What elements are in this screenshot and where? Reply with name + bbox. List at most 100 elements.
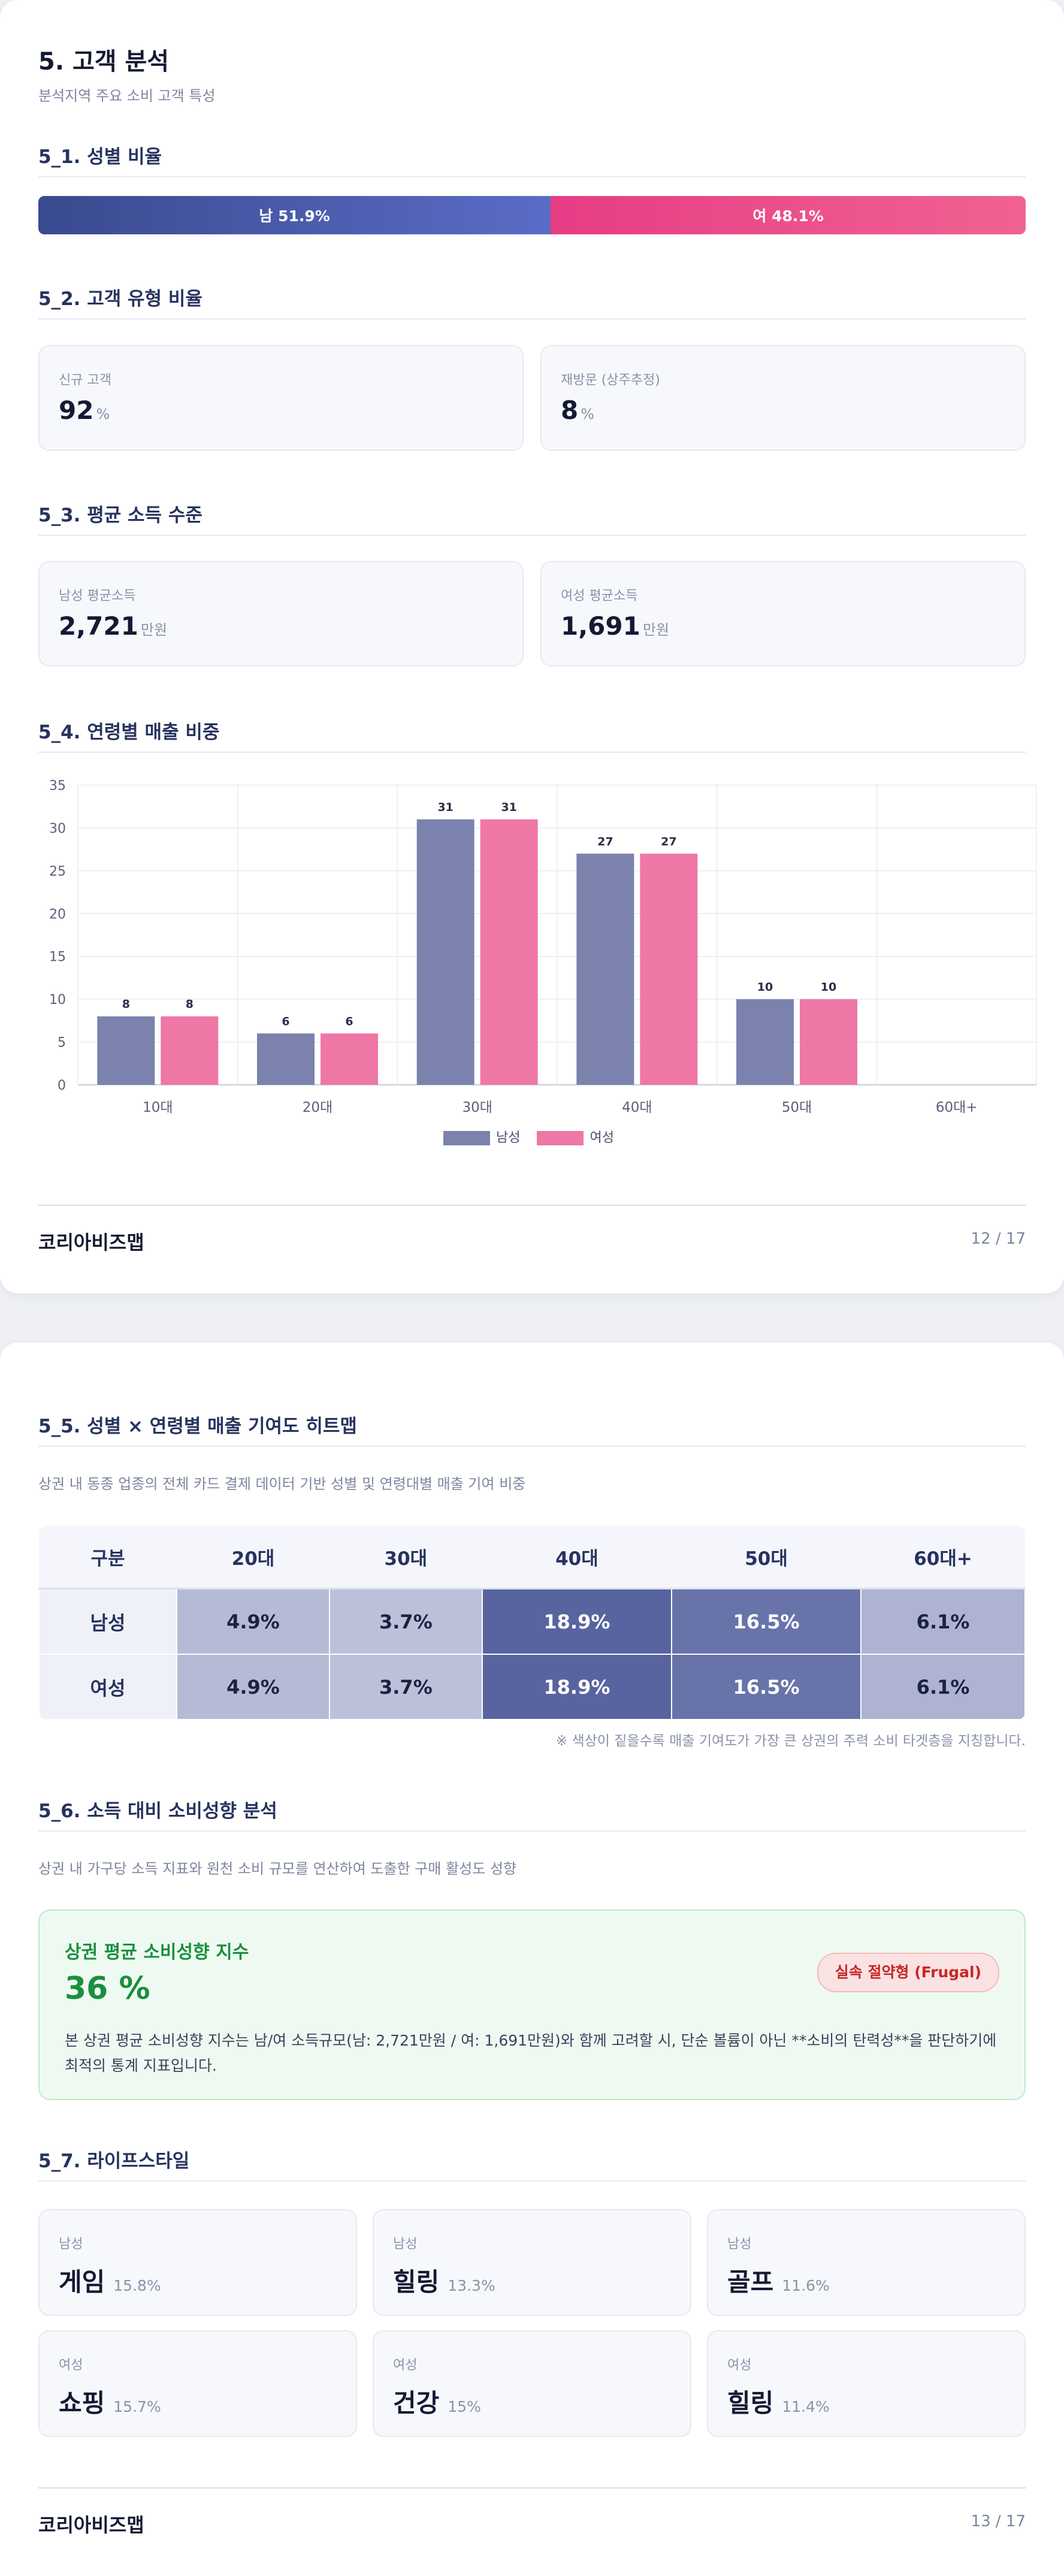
section-heading-income: 5_3. 평균 소득 수준 xyxy=(38,500,1026,536)
data-label: 6 xyxy=(345,1015,353,1028)
gender-bar-female: 여 48.1% xyxy=(551,196,1026,234)
lifestyle-gender: 여성 xyxy=(393,2358,418,2373)
propensity-badge: 실속 절약형 (Frugal) xyxy=(817,1953,999,1992)
heatmap-col-header: 20대 xyxy=(177,1525,330,1589)
heatmap-header-row: 구분 20대 30대 40대 50대 60대+ xyxy=(39,1525,1025,1589)
heatmap-cell: 4.9% xyxy=(176,1654,330,1720)
heatmap-note: ※ 색상이 짙을수록 매출 기여도가 가장 큰 상권의 주력 소비 타겟층을 지… xyxy=(555,1733,1026,1749)
section-title: 5_1. 성별 비율 xyxy=(38,146,162,168)
data-label: 6 xyxy=(282,1015,289,1028)
lifestyle-name: 힐링 xyxy=(393,2267,440,2297)
section-title: 5_3. 평균 소득 수준 xyxy=(38,505,202,526)
y-tick-label: 25 xyxy=(49,864,66,879)
lifestyle-pct: 11.4% xyxy=(782,2398,830,2415)
propensity-value: 36 % xyxy=(65,1971,150,2007)
lifestyle-pct: 15% xyxy=(448,2398,481,2415)
chart-legend: 남성 여성 xyxy=(443,1127,614,1146)
x-tick-label: 40대 xyxy=(622,1100,652,1115)
card-value: 8% xyxy=(561,396,595,425)
data-label: 10 xyxy=(821,981,836,994)
lifestyle-gender: 남성 xyxy=(727,2237,752,2252)
lifestyle-card: 여성 건강 15% xyxy=(373,2330,691,2437)
card-label: 남성 평균소득 xyxy=(59,589,136,604)
y-tick-label: 15 xyxy=(49,950,66,965)
y-tick-label: 10 xyxy=(49,993,66,1008)
card-female-income: 여성 평균소득 1,691 만원 xyxy=(540,561,1026,666)
bar-female xyxy=(321,1033,378,1085)
lifestyle-pct: 13.3% xyxy=(448,2277,495,2294)
lifestyle-name: 골프 xyxy=(727,2267,774,2297)
heatmap-col-header: 30대 xyxy=(329,1525,482,1589)
heatmap-cell: 16.5% xyxy=(670,1654,862,1720)
section-title: 5_2. 고객 유형 비율 xyxy=(38,288,202,310)
lifestyle-card: 남성 힐링 13.3% xyxy=(373,2209,691,2316)
section-title: 5_7. 라이프스타일 xyxy=(38,2150,190,2172)
heatmap-cell: 18.9% xyxy=(481,1654,672,1720)
section-heading-propensity: 5_6. 소득 대비 소비성향 분석 xyxy=(38,1796,1026,1832)
data-label: 8 xyxy=(122,998,130,1011)
data-label: 8 xyxy=(186,998,194,1011)
section-title: 5_4. 연령별 매출 비중 xyxy=(38,722,220,743)
x-tick-label: 60대+ xyxy=(936,1100,978,1115)
heatmap-cell: 3.7% xyxy=(328,1588,483,1655)
x-tick-label: 30대 xyxy=(462,1100,492,1115)
heatmap-cell: 3.7% xyxy=(328,1654,483,1720)
card-new-customer: 신규 고객 92% xyxy=(38,345,524,451)
lifestyle-pct: 15.7% xyxy=(113,2398,161,2415)
heatmap-cell: 16.5% xyxy=(670,1588,862,1655)
lifestyle-card: 남성 골프 11.6% xyxy=(707,2209,1026,2316)
page-number: 13 / 17 xyxy=(971,2512,1026,2530)
lifestyle-gender: 여성 xyxy=(727,2358,752,2373)
bar-female xyxy=(800,999,857,1085)
footer-divider xyxy=(38,2487,1026,2488)
card-revisit: 재방문 (상주추정) 8% xyxy=(540,345,1026,451)
card-male-income: 남성 평균소득 2,721 만원 xyxy=(38,561,524,666)
lifestyle-card: 여성 쇼핑 15.7% xyxy=(38,2330,357,2437)
data-label: 27 xyxy=(597,835,613,848)
page-number: 12 / 17 xyxy=(971,1230,1026,1248)
heatmap-cell: 6.1% xyxy=(860,1654,1026,1720)
heatmap-row-header: 여성 xyxy=(38,1654,177,1720)
section-heading-gender: 5_1. 성별 비율 xyxy=(38,141,1026,177)
propensity-title: 상권 평균 소비성향 지수 xyxy=(65,1942,249,1963)
footer-divider xyxy=(38,1205,1026,1206)
lifestyle-card: 남성 게임 15.8% xyxy=(38,2209,357,2316)
report-page-12: 5. 고객 분석 분석지역 주요 소비 고객 특성 5_1. 성별 비율 남 5… xyxy=(0,0,1064,1293)
footer-brand: 코리아비즈맵 xyxy=(38,2514,144,2536)
bar-male xyxy=(97,1016,155,1085)
legend-item-female: 여성 xyxy=(537,1127,614,1146)
heatmap-cell: 18.9% xyxy=(481,1588,672,1655)
data-label: 27 xyxy=(661,835,676,848)
lifestyle-gender: 여성 xyxy=(59,2358,83,2373)
data-label: 31 xyxy=(501,801,516,814)
heatmap-cell: 4.9% xyxy=(176,1588,330,1655)
card-label: 재방문 (상주추정) xyxy=(561,373,660,388)
propensity-card: 상권 평균 소비성향 지수 36 % 실속 절약형 (Frugal) 본 상권 … xyxy=(38,1910,1026,2100)
gender-age-heatmap: 구분 20대 30대 40대 50대 60대+ 남성 4.9% 3.7% 18.… xyxy=(38,1525,1026,1720)
card-value: 92% xyxy=(59,396,110,425)
bar-female xyxy=(640,853,698,1085)
section-heading-customer-type: 5_2. 고객 유형 비율 xyxy=(38,283,1026,319)
y-tick-label: 0 xyxy=(58,1078,66,1093)
card-value: 2,721 만원 xyxy=(59,611,168,641)
section-heading-lifestyle: 5_7. 라이프스타일 xyxy=(38,2146,1026,2182)
card-label: 여성 평균소득 xyxy=(561,589,638,604)
section-heading-age-sales: 5_4. 연령별 매출 비중 xyxy=(38,717,1026,753)
heatmap-row-header: 남성 xyxy=(38,1588,177,1655)
gender-ratio-bar: 남 51.9% 여 48.1% xyxy=(38,196,1026,234)
heatmap-col-header: 50대 xyxy=(671,1525,862,1589)
lifestyle-name: 게임 xyxy=(59,2267,105,2297)
lifestyle-gender: 남성 xyxy=(393,2237,418,2252)
lifestyle-pct: 15.8% xyxy=(113,2277,161,2294)
gender-bar-male: 남 51.9% xyxy=(38,196,551,234)
age-sales-bar-chart: 0 5 10 15 20 25 30 35 10대 8 8 20대 6 6 30대 31 31 40대 27 27 50… xyxy=(49,779,1037,1115)
footer-brand: 코리아비즈맵 xyxy=(38,1231,144,1254)
x-tick-label: 20대 xyxy=(303,1100,332,1115)
lifestyle-pct: 11.6% xyxy=(782,2277,830,2294)
bar-female xyxy=(480,819,538,1085)
heatmap-row-male: 남성 4.9% 3.7% 18.9% 16.5% 6.1% xyxy=(38,1588,1026,1655)
heatmap-col-header: 40대 xyxy=(482,1525,672,1589)
section-title: 5_6. 소득 대비 소비성향 분석 xyxy=(38,1800,277,1822)
legend-item-male: 남성 xyxy=(443,1127,520,1146)
lifestyle-name: 힐링 xyxy=(727,2388,774,2418)
